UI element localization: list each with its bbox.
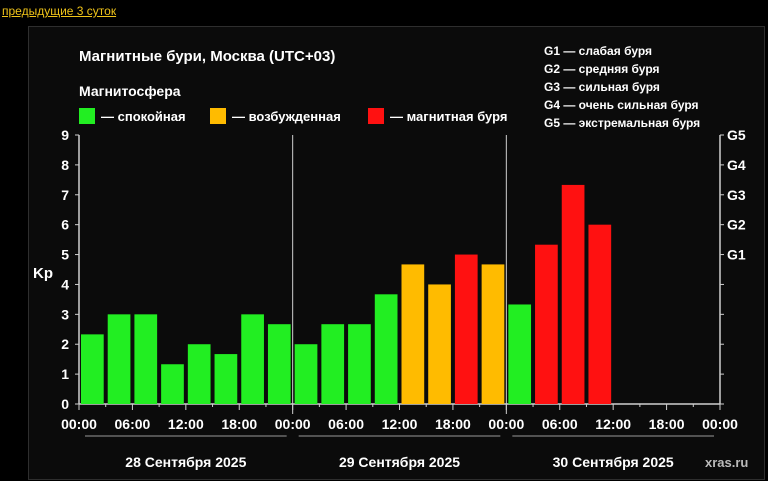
kp-bar-6: [241, 314, 264, 404]
day-label-2: 30 Сентября 2025: [553, 454, 674, 470]
day-labels: 28 Сентября 2025 29 Сентября 2025 30 Сентя…: [125, 454, 674, 470]
x-tick-label: 00:00: [488, 416, 524, 432]
x-tick-label: 18:00: [435, 416, 471, 432]
g-tick-label: G4: [727, 157, 746, 173]
x-tick-label: 06:00: [328, 416, 364, 432]
y-tick-label: 4: [61, 276, 69, 292]
kp-bar-13: [428, 284, 451, 404]
kp-bar-14: [454, 254, 478, 404]
y-tick-label: 7: [61, 187, 69, 203]
chart-subtitle: Магнитосфера: [79, 83, 181, 99]
g-legend-item-3: G4 — очень сильная буря: [544, 98, 699, 112]
x-tick-label: 00:00: [275, 416, 311, 432]
day-label-0: 28 Сентября 2025: [125, 454, 246, 470]
kp-bar-19: [588, 224, 612, 404]
kp-bar-0: [81, 334, 104, 404]
y-axis-label: Kp: [33, 265, 53, 282]
x-tick-label: 12:00: [168, 416, 204, 432]
x-tick-label: 12:00: [595, 416, 631, 432]
g-legend-item-1: G2 — средняя буря: [544, 62, 660, 76]
chart-panel: Магнитные бури, Москва (UTC+03) Магнитос…: [28, 26, 765, 480]
kp-bar-10: [348, 324, 371, 404]
previous-3-days-link[interactable]: предыдущие 3 суток: [2, 4, 117, 18]
legend-swatch-2: [368, 108, 384, 124]
y-ticks: 0 1 2 3 4 5 6 7 8 9: [61, 127, 69, 412]
kp-bar-2: [134, 314, 158, 404]
y-tick-label: 3: [61, 306, 69, 322]
g-scale-legend: G1 — слабая буря G2 — средняя буря G3 — си…: [544, 44, 700, 130]
legend-label-0: — спокойная: [101, 109, 186, 124]
g-tick-label: G1: [727, 247, 746, 263]
chart-title: Магнитные бури, Москва (UTC+03): [79, 48, 335, 65]
x-tick-label: 00:00: [61, 416, 97, 432]
kp-bar-1: [107, 314, 131, 404]
kp-bar-8: [294, 344, 318, 404]
g-ticks: G1 G2 G3 G4 G5: [727, 127, 746, 263]
state-legend: — спокойная — возбужденная — магнитная бур…: [79, 108, 507, 124]
y-tick-label: 0: [61, 396, 69, 412]
x-tick-label: 00:00: [702, 416, 738, 432]
g-legend-item-0: G1 — слабая буря: [544, 44, 652, 58]
kp-bar-7: [267, 324, 291, 404]
x-tick-label: 18:00: [221, 416, 257, 432]
kp-bar-12: [401, 264, 425, 404]
g-tick-label: G3: [727, 187, 746, 203]
kp-bar-11: [374, 294, 398, 404]
x-ticks: 00:00 06:00 12:00 18:00 00:00 06:00 12:00 18:00…: [61, 416, 738, 432]
kp-bar-chart: Магнитные бури, Москва (UTC+03) Магнитос…: [33, 44, 748, 470]
kp-bar-5: [214, 354, 238, 404]
kp-bar-4: [187, 344, 211, 404]
x-tick-label: 18:00: [649, 416, 685, 432]
y-tick-label: 8: [61, 157, 69, 173]
x-tick-label: 06:00: [115, 416, 151, 432]
x-tick-label: 12:00: [382, 416, 418, 432]
kp-bar-3: [161, 364, 184, 404]
legend-swatch-0: [79, 108, 95, 124]
legend-label-2: — магнитная буря: [390, 109, 507, 124]
x-tick-label: 06:00: [542, 416, 578, 432]
y-tick-label: 2: [61, 336, 69, 352]
legend-swatch-1: [210, 108, 226, 124]
legend-label-1: — возбужденная: [232, 109, 341, 124]
y-tick-label: 6: [61, 217, 69, 233]
plot-frame: [75, 134, 724, 437]
kp-bar-17: [535, 244, 558, 404]
kp-bar-15: [481, 264, 505, 404]
kp-bar-18: [561, 184, 585, 404]
day-label-1: 29 Сентября 2025: [339, 454, 460, 470]
bars: [81, 184, 612, 404]
y-tick-label: 9: [61, 127, 69, 143]
g-legend-item-2: G3 — сильная буря: [544, 80, 660, 94]
g-tick-label: G2: [727, 217, 746, 233]
source-credit: xras.ru: [705, 455, 748, 470]
y-tick-label: 1: [61, 366, 69, 382]
g-tick-label: G5: [727, 127, 746, 143]
kp-bar-9: [321, 324, 345, 404]
kp-bar-16: [508, 304, 532, 404]
g-legend-item-4: G5 — экстремальная буря: [544, 116, 700, 130]
y-tick-label: 5: [61, 247, 69, 263]
